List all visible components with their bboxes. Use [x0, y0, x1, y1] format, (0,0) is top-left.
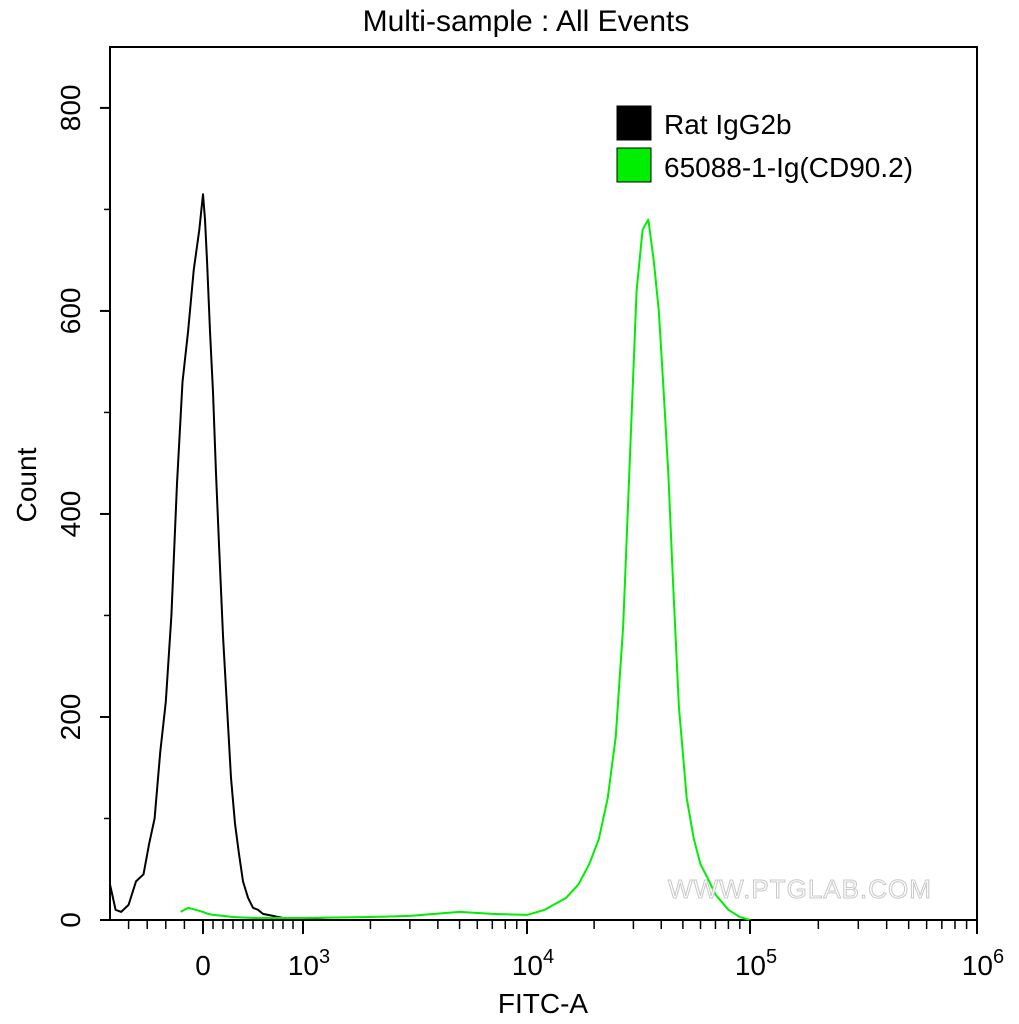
legend-swatch-rat-igg2b [616, 105, 652, 141]
x-tick-label: 0 [195, 950, 211, 981]
y-tick-label: 800 [55, 85, 86, 132]
legend-label-cd90-2: 65088-1-Ig(CD90.2) [664, 152, 913, 183]
series-line-cd90-2 [180, 218, 751, 921]
series-layer [109, 193, 751, 921]
y-axis-title: Count [11, 447, 42, 522]
y-tick-label: 600 [55, 288, 86, 335]
plot-area-frame [109, 46, 978, 921]
watermark: WWW.PTGLAB.COM [668, 874, 932, 904]
x-tick-label: 106 [962, 946, 1004, 981]
y-tick-label: 0 [55, 912, 86, 928]
legend-swatch-cd90-2 [616, 147, 652, 183]
x-tick-label: 104 [512, 946, 554, 981]
y-tick-label: 200 [55, 694, 86, 741]
legend: Rat IgG2b 65088-1-Ig(CD90.2) [616, 105, 913, 183]
y-axis: 0 200 400 600 800 [55, 85, 110, 928]
x-axis-title: FITC-A [498, 988, 589, 1019]
chart-title: Multi-sample : All Events [363, 5, 690, 38]
series-line-rat-igg2b [109, 193, 371, 921]
x-tick-label: 105 [735, 946, 777, 981]
x-axis: 0 103 104 105 106 [127, 920, 1004, 981]
y-tick-label: 400 [55, 491, 86, 538]
legend-label-rat-igg2b: Rat IgG2b [664, 109, 792, 140]
x-tick-label: 103 [288, 946, 330, 981]
